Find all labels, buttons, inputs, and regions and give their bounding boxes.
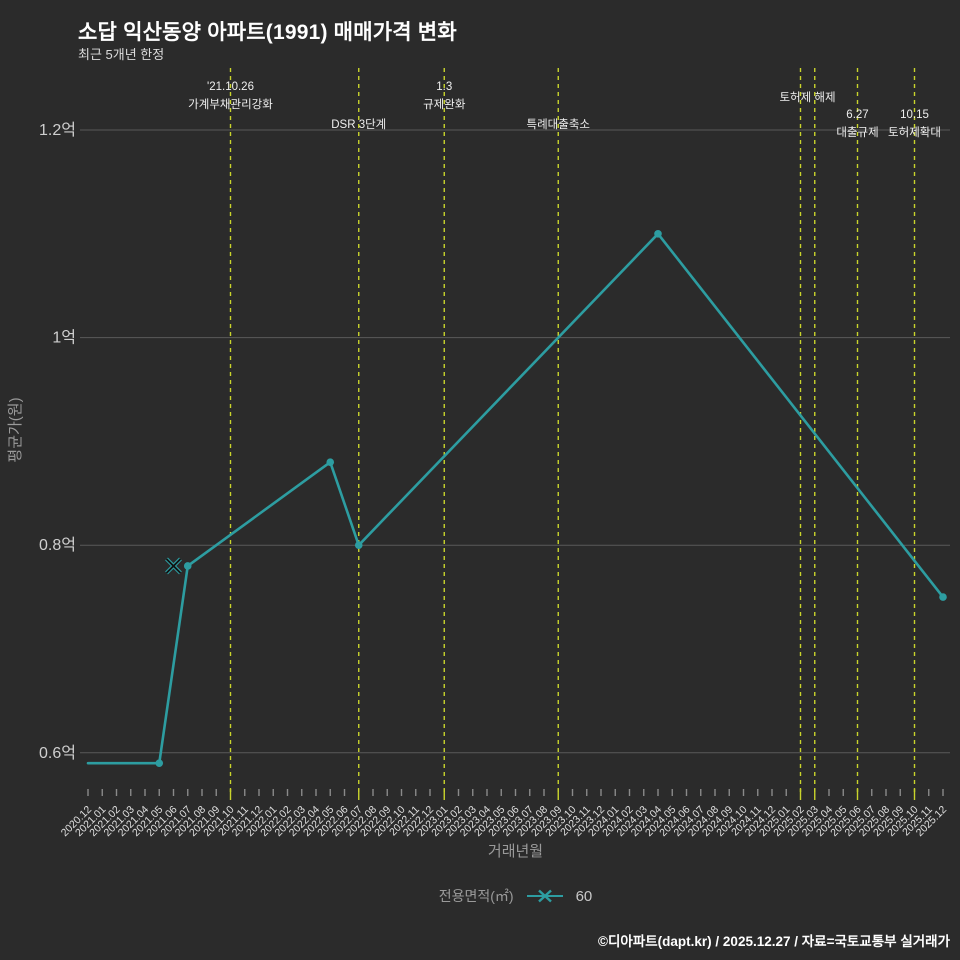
data-point-2021.07[interactable] (183, 562, 192, 570)
line-x-marker-icon (526, 889, 564, 903)
event-annotation: '21.10.26 (207, 81, 254, 93)
y-tick-label: 0.8억 (39, 536, 76, 554)
event-annotation: 6.27 (846, 109, 868, 121)
legend-area-label: 전용면적(㎡) (438, 888, 514, 904)
price-line-series-60[interactable] (86, 232, 945, 765)
data-point-2024.04[interactable] (654, 230, 662, 238)
y-tick-label: 1억 (52, 329, 76, 347)
copyright-source-text: ©디아파트(dapt.kr) / 2025.12.27 / 자료=국토교통부 실… (598, 934, 950, 949)
event-annotation: 가계부채관리강화 (188, 98, 273, 111)
event-annotation: 대출규제 (836, 126, 878, 139)
event-annotation: 토허제 해제 (779, 91, 835, 104)
event-annotation: 10.15 (900, 109, 929, 121)
data-point-2022.07[interactable] (354, 541, 363, 549)
y-tick-label: 1.2억 (39, 121, 76, 139)
x-marker-2021.06[interactable] (165, 557, 182, 575)
legend[interactable]: 전용면적(㎡) 60 (88, 886, 943, 906)
event-annotation: 특례대출축소 (527, 118, 590, 131)
x-axis-title: 거래년월 (487, 843, 544, 860)
page-subtitle: 최근 5개년 한정 (78, 47, 165, 62)
event-annotation: DSR 3단계 (331, 118, 386, 131)
event-annotation: 토허제확대 (888, 126, 941, 139)
event-annotation: 1.3 (436, 81, 452, 93)
y-tick-label: 0.6억 (39, 744, 76, 762)
data-point-2025.12[interactable] (939, 593, 947, 601)
event-annotation: 규제완화 (423, 98, 466, 111)
page-title: 소답 익산동양 아파트(1991) 매매가격 변화 (78, 21, 457, 44)
data-point-2021.05[interactable] (155, 759, 164, 767)
legend-series-value: 60 (575, 887, 593, 905)
y-axis-title: 평균가(원) (7, 397, 24, 463)
data-point-2022.05[interactable] (326, 458, 335, 466)
